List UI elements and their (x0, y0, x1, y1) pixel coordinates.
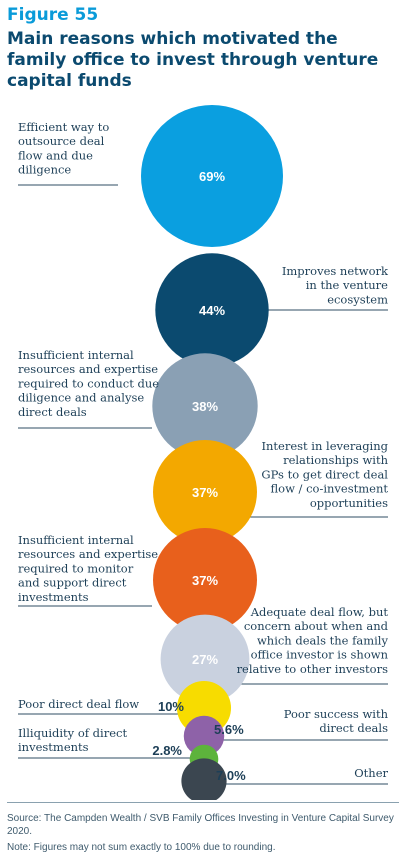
value-label: 27% (192, 652, 218, 667)
bubble-group: Adequate deal flow, but concern about whe… (160, 605, 389, 704)
value-label: 44% (199, 303, 225, 318)
value-label: 69% (199, 169, 225, 184)
bubble-group: Poor success with direct deals 5.6% (183, 707, 389, 757)
bubble-group: Insufficient internal resources and exper… (18, 528, 257, 632)
category-label: Improves network in the venture ecosystem (282, 264, 389, 306)
value-label: 37% (192, 485, 218, 500)
bubble-group: Improves network in the venture ecosystem 4… (155, 253, 389, 367)
category-label: Other (354, 766, 388, 780)
bubble-group: Interest in leveraging relationships with… (153, 439, 389, 544)
bubble-mark (153, 528, 257, 632)
category-label: Poor success with direct deals (284, 707, 389, 735)
bubble-group: Insufficient internal resources and exper… (18, 348, 258, 459)
value-label: 37% (192, 573, 218, 588)
bubble-group: Other 7.0% (181, 758, 388, 800)
source-note: Source: The Campden Wealth / SVB Family … (7, 813, 394, 837)
category-label: Insufficient internal resources and exper… (18, 348, 159, 419)
value-label: 2.8% (152, 743, 182, 758)
divider (7, 802, 399, 803)
category-label: Interest in leveraging relationships with… (261, 439, 388, 510)
bubble-mark (141, 105, 283, 247)
bubble-chart: Efficient way to outsource deal flow and d… (18, 105, 389, 800)
category-label: Poor direct deal flow (18, 697, 139, 711)
value-label: 7.0% (216, 768, 246, 783)
bubble-group: Efficient way to outsource deal flow and d… (18, 105, 283, 247)
bubble-mark (183, 715, 225, 757)
bubble-mark (155, 253, 269, 367)
value-label: 5.6% (214, 722, 244, 737)
bubble-mark (152, 353, 258, 459)
value-label: 38% (192, 399, 218, 414)
rounding-note: Note: Figures may not sum exactly to 100… (7, 842, 276, 853)
bubble-mark (181, 758, 227, 800)
category-label: Insufficient internal resources and exper… (18, 533, 158, 604)
category-label: Efficient way to outsource deal flow and d… (18, 120, 109, 177)
chart-title: Main reasons which motivated the family … (7, 29, 379, 91)
value-label: 10% (158, 699, 184, 714)
bubble-mark (153, 440, 257, 544)
category-label: Adequate deal flow, but concern about whe… (237, 605, 389, 676)
category-label: Illiquidity of direct investments (18, 726, 127, 754)
figure-label: Figure 55 (7, 5, 99, 25)
bubble-mark (160, 614, 250, 704)
